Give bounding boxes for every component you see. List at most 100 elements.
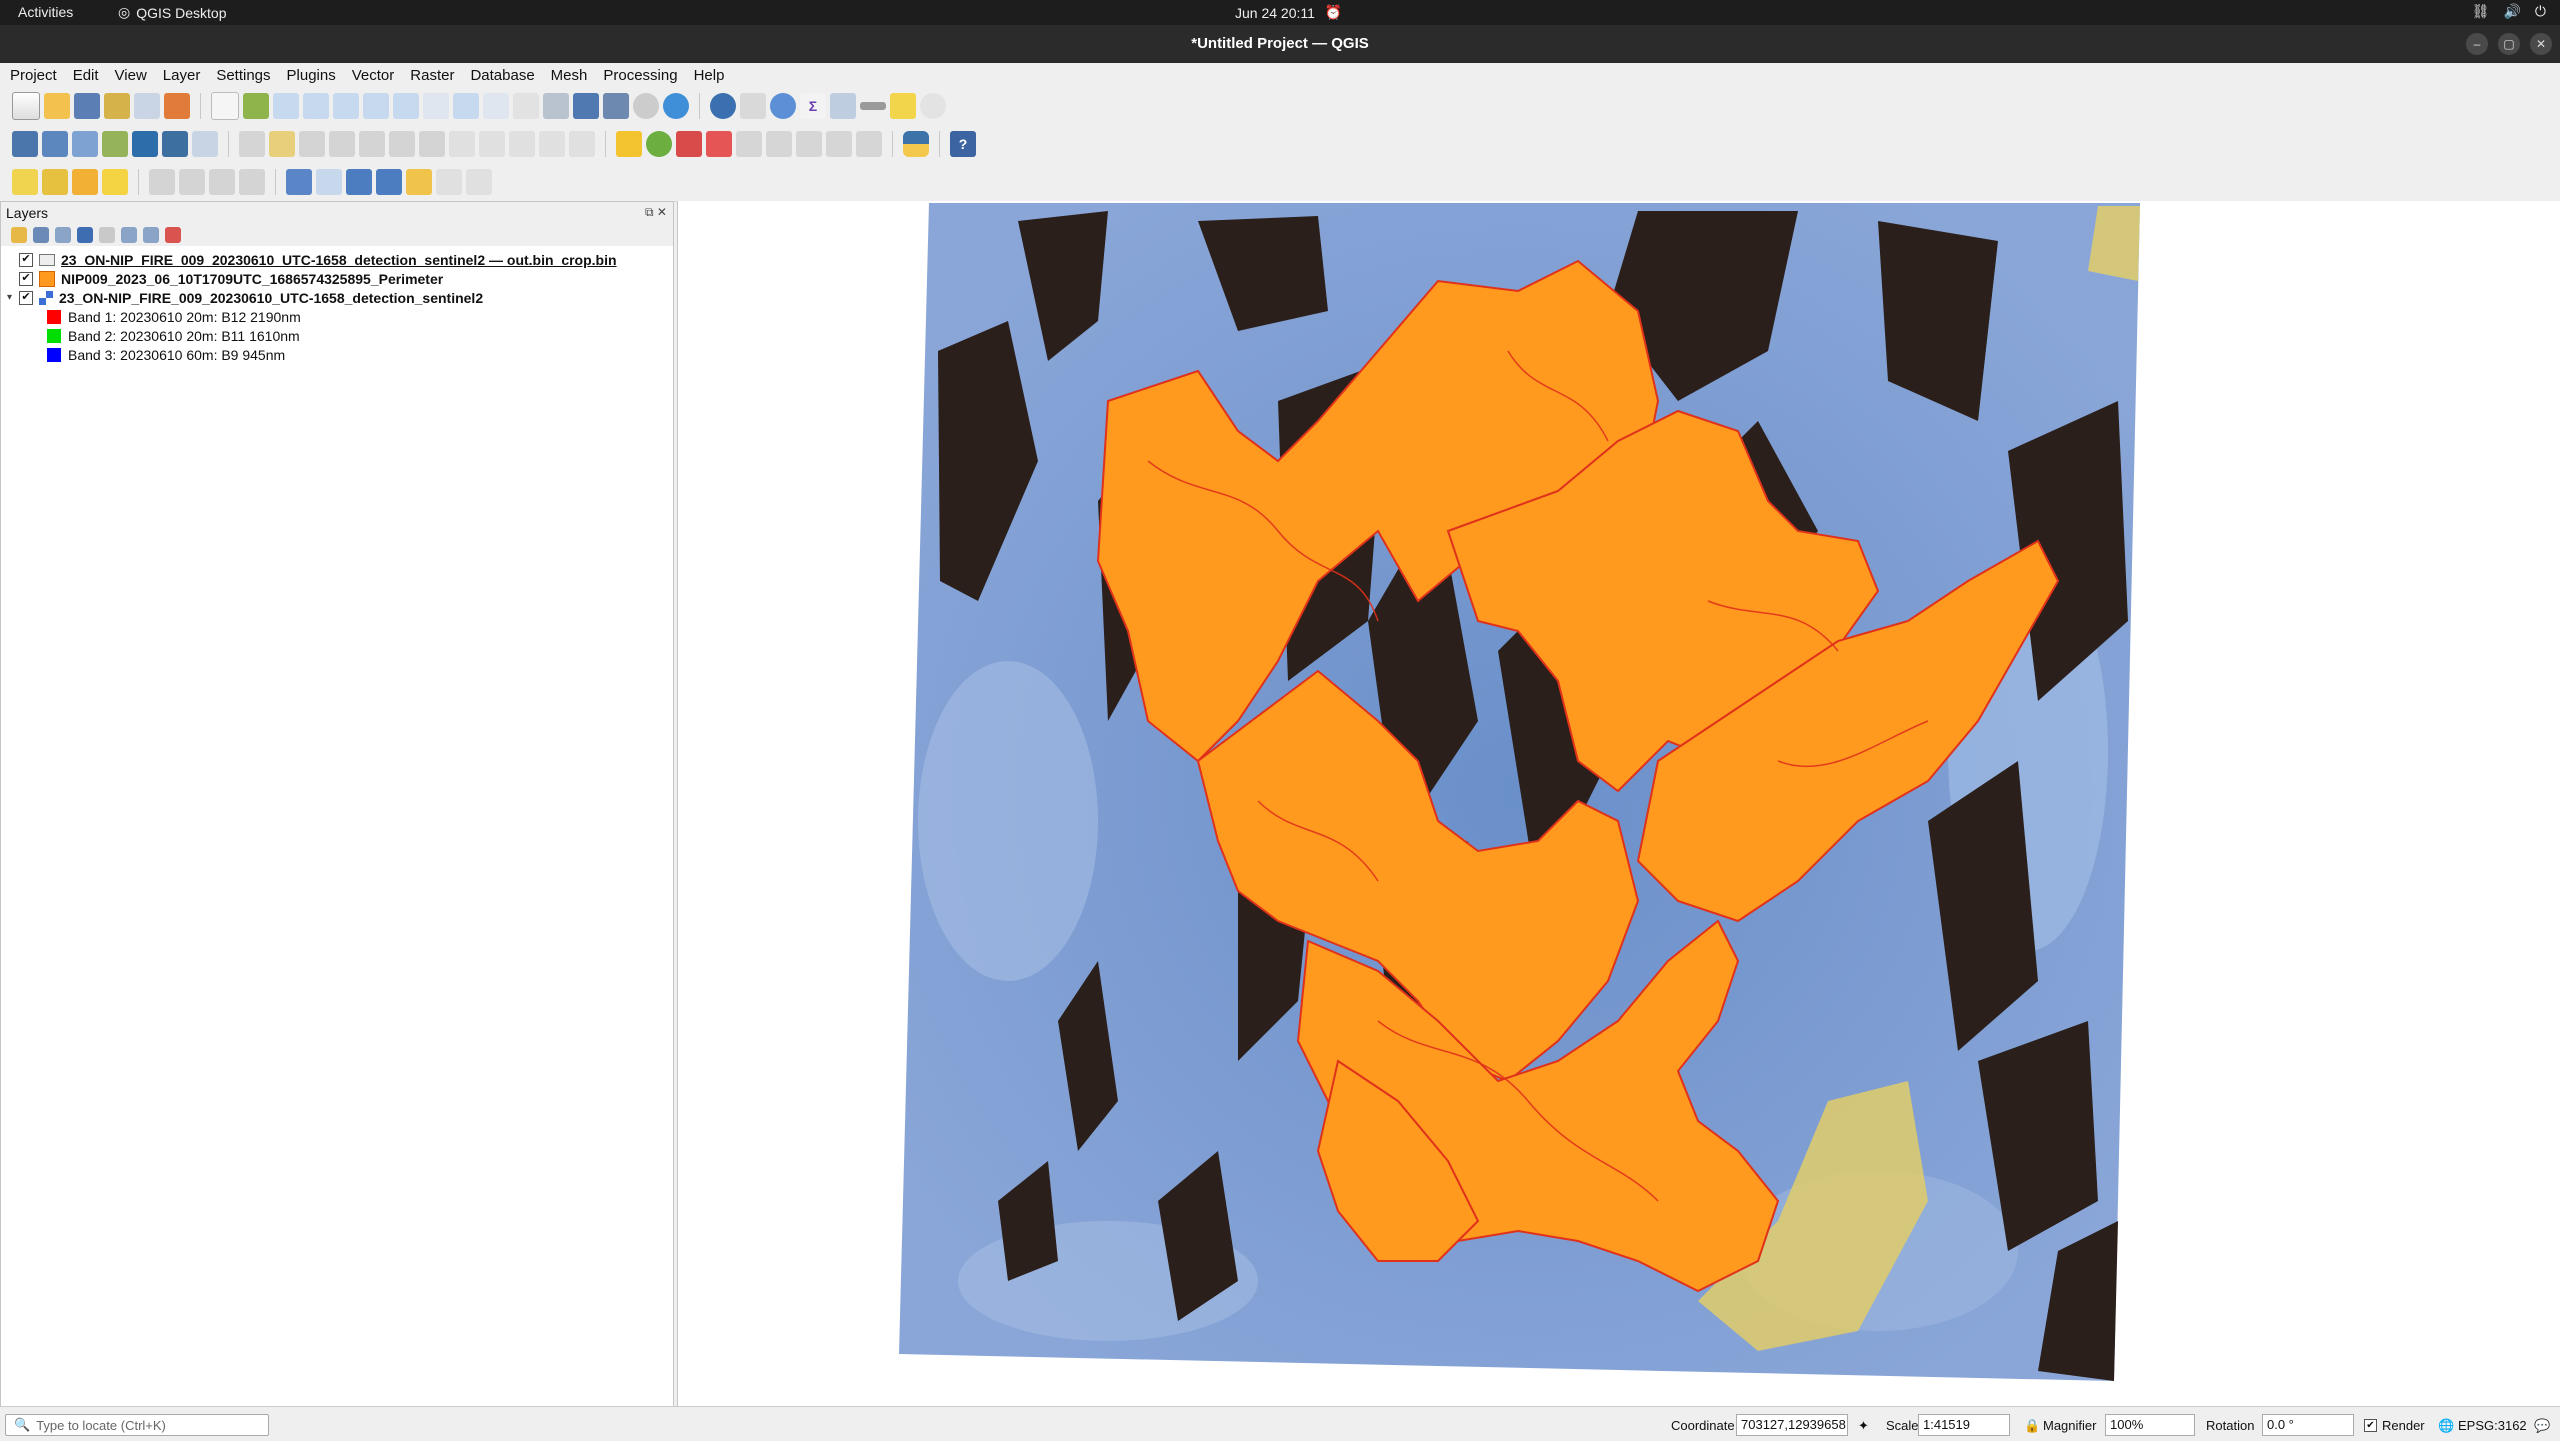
- python-console-icon[interactable]: [903, 131, 929, 157]
- temporal-controller-icon[interactable]: [633, 93, 659, 119]
- locator-bar[interactable]: 🔍 Type to locate (Ctrl+K): [5, 1414, 269, 1436]
- layer-checkbox[interactable]: ✔: [19, 290, 33, 305]
- print-layout-icon[interactable]: [134, 93, 160, 119]
- add-wms-icon[interactable]: [162, 131, 188, 157]
- menu-layer[interactable]: Layer: [162, 66, 201, 84]
- manage-themes-icon[interactable]: [55, 227, 71, 243]
- paste-icon[interactable]: [509, 131, 535, 157]
- annotation-icon[interactable]: [286, 169, 312, 195]
- zoom-native-icon[interactable]: [423, 93, 449, 119]
- field-calculator-icon[interactable]: [830, 93, 856, 119]
- rotation-spinbox[interactable]: 0.0 °: [2262, 1414, 2354, 1436]
- save-project-icon[interactable]: [74, 93, 100, 119]
- menu-processing[interactable]: Processing: [603, 66, 678, 84]
- bookmark-icon[interactable]: [573, 93, 599, 119]
- activities-button[interactable]: Activities: [18, 4, 74, 20]
- minimize-button[interactable]: –: [2466, 33, 2488, 55]
- split-features-icon[interactable]: [209, 169, 235, 195]
- zoom-out-icon[interactable]: [303, 93, 329, 119]
- menu-view[interactable]: View: [114, 66, 147, 84]
- change-label-icon[interactable]: [796, 131, 822, 157]
- zoom-last-icon[interactable]: [453, 93, 479, 119]
- collapse-all-icon[interactable]: [143, 227, 159, 243]
- clock[interactable]: Jun 24 20:11 ⏰: [1235, 4, 1342, 21]
- text-annotation-menu-icon[interactable]: [466, 169, 492, 195]
- pan-to-selection-icon[interactable]: [243, 93, 269, 119]
- merge-features-icon[interactable]: [239, 169, 265, 195]
- diagram-icon[interactable]: [646, 131, 672, 157]
- show-hide-label-icon[interactable]: [826, 131, 852, 157]
- layer-row[interactable]: ✔ NIP009_2023_06_10T1709UTC_168657432589…: [1, 269, 673, 288]
- menu-settings[interactable]: Settings: [216, 66, 271, 84]
- current-edits-icon[interactable]: [239, 131, 265, 157]
- filter-expression-icon[interactable]: [99, 227, 115, 243]
- copy-icon[interactable]: [479, 131, 505, 157]
- vertex-tool-icon[interactable]: [359, 131, 385, 157]
- measure-icon[interactable]: [860, 102, 886, 110]
- filter-legend-icon[interactable]: [77, 227, 93, 243]
- magnifier-spinbox[interactable]: 100%: [2105, 1414, 2195, 1436]
- layer-checkbox[interactable]: ✔: [19, 252, 33, 267]
- menu-plugins[interactable]: Plugins: [286, 66, 336, 84]
- select-by-location-icon[interactable]: [102, 169, 128, 195]
- add-vector-icon[interactable]: [72, 131, 98, 157]
- collapse-arrow-icon[interactable]: ▾: [7, 292, 13, 303]
- pan-hand-icon[interactable]: [211, 92, 239, 120]
- advanced-digitizing-icon[interactable]: [149, 169, 175, 195]
- style-manager-icon[interactable]: [164, 93, 190, 119]
- rotate-label-icon[interactable]: [766, 131, 792, 157]
- move-label-icon[interactable]: [736, 131, 762, 157]
- add-virtual-layer-icon[interactable]: [192, 131, 218, 157]
- show-bookmarks-icon[interactable]: [603, 93, 629, 119]
- menu-edit[interactable]: Edit: [72, 66, 99, 84]
- line-annotation-icon[interactable]: [376, 169, 402, 195]
- statistics-sigma-icon[interactable]: Σ: [800, 93, 826, 119]
- shape-digitizing-icon[interactable]: [179, 169, 205, 195]
- messages-icon[interactable]: 💬: [2534, 1418, 2551, 1433]
- cut-icon[interactable]: [449, 131, 475, 157]
- new-geopackage-icon[interactable]: [42, 131, 68, 157]
- settings-gear-icon[interactable]: [770, 93, 796, 119]
- add-raster-icon[interactable]: [102, 131, 128, 157]
- attribute-table-icon[interactable]: [740, 93, 766, 119]
- new-3d-view-icon[interactable]: [543, 93, 569, 119]
- maximize-button[interactable]: ▢: [2498, 33, 2520, 55]
- crs-globe-icon[interactable]: 🌐: [2438, 1418, 2455, 1433]
- layer-row[interactable]: ▾ ✔ 23_ON-NIP_FIRE_009_20230610_UTC-1658…: [1, 288, 673, 307]
- open-project-icon[interactable]: [44, 93, 70, 119]
- panel-float-close-icon[interactable]: ⧉ ✕: [645, 205, 667, 219]
- zoom-in-icon[interactable]: [273, 93, 299, 119]
- new-project-icon[interactable]: [12, 92, 40, 120]
- scale-combobox[interactable]: 1:41519: [1918, 1414, 2010, 1436]
- coordinate-field[interactable]: 703127,12939658: [1736, 1414, 1848, 1436]
- save-edits-icon[interactable]: [299, 131, 325, 157]
- menu-help[interactable]: Help: [693, 66, 725, 84]
- identify-icon[interactable]: [710, 93, 736, 119]
- close-button[interactable]: ✕: [2530, 33, 2552, 55]
- crs-label[interactable]: EPSG:3162: [2458, 1418, 2527, 1433]
- render-checkbox[interactable]: ✔: [2364, 1419, 2377, 1432]
- select-by-expression-icon[interactable]: [42, 169, 68, 195]
- new-map-view-icon[interactable]: [513, 93, 539, 119]
- remove-layer-icon[interactable]: [165, 227, 181, 243]
- menu-mesh[interactable]: Mesh: [550, 66, 588, 84]
- toggle-editing-icon[interactable]: [269, 131, 295, 157]
- undo-icon[interactable]: [539, 131, 565, 157]
- menu-database[interactable]: Database: [470, 66, 535, 84]
- zoom-layer-icon[interactable]: [393, 93, 419, 119]
- redo-icon[interactable]: [569, 131, 595, 157]
- add-group-icon[interactable]: [33, 227, 49, 243]
- zoom-next-icon[interactable]: [483, 93, 509, 119]
- app-menu[interactable]: ◎ QGIS Desktop: [118, 4, 226, 21]
- highlight-label-icon[interactable]: [706, 131, 732, 157]
- node-select-icon[interactable]: [316, 169, 342, 195]
- modify-attributes-icon[interactable]: [389, 131, 415, 157]
- zoom-full-icon[interactable]: [333, 93, 359, 119]
- zoom-selection-icon[interactable]: [363, 93, 389, 119]
- digitize-icon[interactable]: [329, 131, 355, 157]
- extents-toggle-icon[interactable]: ✦: [1858, 1418, 1869, 1433]
- save-as-icon[interactable]: [104, 93, 130, 119]
- expand-all-icon[interactable]: [121, 227, 137, 243]
- style-layer-icon[interactable]: [11, 227, 27, 243]
- polygon-annotation-icon[interactable]: [346, 169, 372, 195]
